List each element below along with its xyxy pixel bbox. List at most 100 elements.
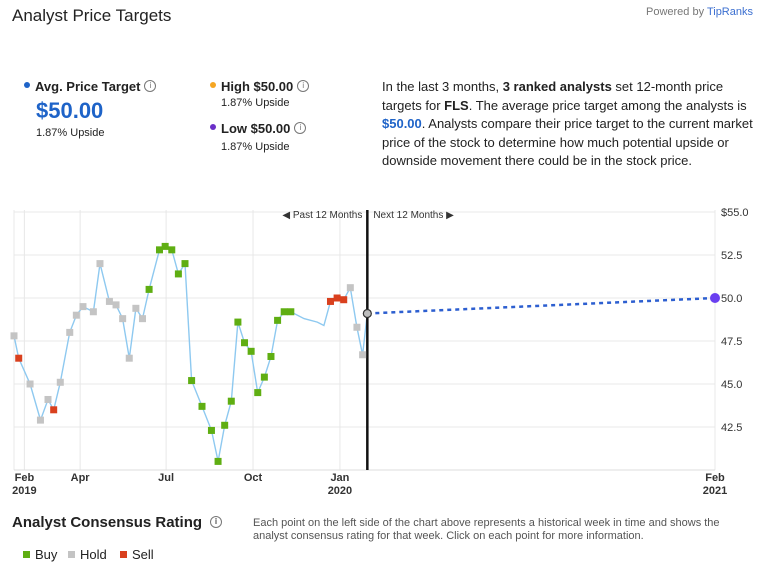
low-upside: 1.87% Upside xyxy=(221,141,290,153)
x-tick-label: Jul xyxy=(158,472,174,484)
rating-marker-buy[interactable] xyxy=(198,402,206,410)
desc-part: . The average price target among the ana… xyxy=(468,97,747,113)
rating-marker-buy[interactable] xyxy=(234,318,242,326)
info-icon[interactable]: i xyxy=(297,79,310,92)
rating-marker-buy[interactable] xyxy=(267,352,275,360)
rating-marker-hold[interactable] xyxy=(44,395,52,403)
rating-marker-buy[interactable] xyxy=(254,389,262,397)
x-tick-year: 2020 xyxy=(328,485,352,497)
powered-by[interactable]: Powered by TipRanks xyxy=(646,6,753,18)
rating-marker-buy[interactable] xyxy=(227,397,235,405)
y-tick-label: 45.0 xyxy=(721,379,742,391)
y-tick-label: 52.5 xyxy=(721,250,742,262)
rating-marker-hold[interactable] xyxy=(119,315,127,323)
x-tick-label: Oct xyxy=(244,472,263,484)
rating-marker-hold[interactable] xyxy=(96,260,104,268)
info-icon[interactable]: i xyxy=(210,516,223,529)
consensus-description: Each point on the left side of the chart… xyxy=(253,517,720,542)
legend-sell-label: Sell xyxy=(132,547,154,562)
rating-marker-buy[interactable] xyxy=(274,316,282,324)
y-tick-label: 50.0 xyxy=(721,293,742,305)
rating-marker-hold[interactable] xyxy=(125,354,133,362)
forecast-line xyxy=(367,296,716,315)
rating-marker-hold[interactable] xyxy=(66,328,74,336)
rating-marker-buy[interactable] xyxy=(188,377,196,385)
low-target-label-row: Low $50.00 i xyxy=(210,120,307,138)
rating-marker-buy[interactable] xyxy=(241,339,249,347)
rating-marker-buy[interactable] xyxy=(207,426,215,434)
rating-marker-buy[interactable] xyxy=(247,347,255,355)
ranked-analysts-count: 3 ranked analysts xyxy=(502,79,612,94)
analyst-summary-text: In the last 3 months, 3 ranked analysts … xyxy=(382,78,757,171)
rating-marker-hold[interactable] xyxy=(105,297,113,305)
rating-marker-hold[interactable] xyxy=(26,380,34,388)
x-tick-label: Apr xyxy=(71,472,91,484)
rating-marker-buy[interactable] xyxy=(145,285,153,293)
desc-part: . Analysts compare their price target to… xyxy=(382,116,753,168)
page-title: Analyst Price Targets xyxy=(12,6,172,25)
rating-marker-hold[interactable] xyxy=(132,304,140,312)
x-tick-label: Jan xyxy=(330,472,349,484)
high-target-label-row: High $50.00 i xyxy=(210,78,310,96)
rating-marker-buy[interactable] xyxy=(260,373,268,381)
rating-marker-hold[interactable] xyxy=(56,378,64,386)
rating-marker-hold[interactable] xyxy=(353,323,361,331)
rating-marker-hold[interactable] xyxy=(79,303,87,311)
legend-buy: Buy xyxy=(23,547,57,562)
rating-marker-buy[interactable] xyxy=(221,421,229,429)
y-tick-label: 42.5 xyxy=(721,422,742,434)
target-price-dot xyxy=(710,293,720,303)
y-tick-label: 47.5 xyxy=(721,336,742,348)
rating-marker-buy[interactable] xyxy=(155,246,163,254)
rating-markers-layer xyxy=(10,242,720,465)
low-dot-icon xyxy=(210,123,216,130)
high-dot-icon xyxy=(210,81,216,88)
rating-marker-hold[interactable] xyxy=(36,416,44,424)
desc-part: In the last 3 months, xyxy=(382,79,503,94)
info-icon[interactable]: i xyxy=(294,121,307,134)
avg-price-target-label: Avg. Price Target xyxy=(35,79,141,94)
rating-marker-hold[interactable] xyxy=(89,308,97,316)
rating-marker-buy[interactable] xyxy=(214,457,222,465)
rating-marker-buy[interactable] xyxy=(161,242,169,250)
avg-price-target-value: $50.00 xyxy=(36,98,104,123)
rating-marker-hold[interactable] xyxy=(346,284,354,292)
price-line-layer xyxy=(13,210,716,470)
sell-swatch xyxy=(120,551,127,559)
past-12-months-label: ◀ Past 12 Months xyxy=(282,210,362,221)
rating-marker-hold[interactable] xyxy=(10,332,18,340)
consensus-title-text: Analyst Consensus Rating xyxy=(12,514,203,531)
legend-sell: Sell xyxy=(120,547,154,562)
rating-marker-hold[interactable] xyxy=(359,351,367,359)
tipranks-link[interactable]: TipRanks xyxy=(706,6,753,18)
rating-marker-sell[interactable] xyxy=(50,406,58,414)
avg-target-inline: $50.00 xyxy=(382,116,422,131)
avg-upside: 1.87% Upside xyxy=(36,127,105,139)
rating-marker-sell[interactable] xyxy=(333,294,341,302)
rating-marker-buy[interactable] xyxy=(280,308,288,316)
rating-marker-buy[interactable] xyxy=(168,246,176,254)
rating-marker-buy[interactable] xyxy=(174,270,182,278)
rating-marker-hold[interactable] xyxy=(138,315,146,323)
info-icon[interactable]: i xyxy=(144,79,157,92)
high-target-label: High $50.00 xyxy=(221,79,294,94)
price-line xyxy=(13,245,368,462)
high-upside: 1.87% Upside xyxy=(221,97,290,109)
rating-marker-buy[interactable] xyxy=(181,260,189,268)
rating-marker-hold[interactable] xyxy=(72,311,80,319)
rating-marker-sell[interactable] xyxy=(340,296,348,304)
low-target-label: Low $50.00 xyxy=(221,121,291,136)
avg-price-target-label-row: Avg. Price Target i xyxy=(24,78,157,96)
rating-marker-sell[interactable] xyxy=(15,354,23,362)
next-12-months-label: Next 12 Months ▶ xyxy=(373,210,454,221)
ticker: FLS xyxy=(444,97,469,113)
buy-swatch xyxy=(23,551,30,559)
rating-marker-buy[interactable] xyxy=(287,308,295,316)
rating-marker-hold[interactable] xyxy=(112,301,120,309)
rating-marker-sell[interactable] xyxy=(326,297,334,305)
avg-dot-icon xyxy=(24,81,30,88)
x-tick-label: Feb xyxy=(15,472,35,484)
grid-layer xyxy=(13,210,716,471)
